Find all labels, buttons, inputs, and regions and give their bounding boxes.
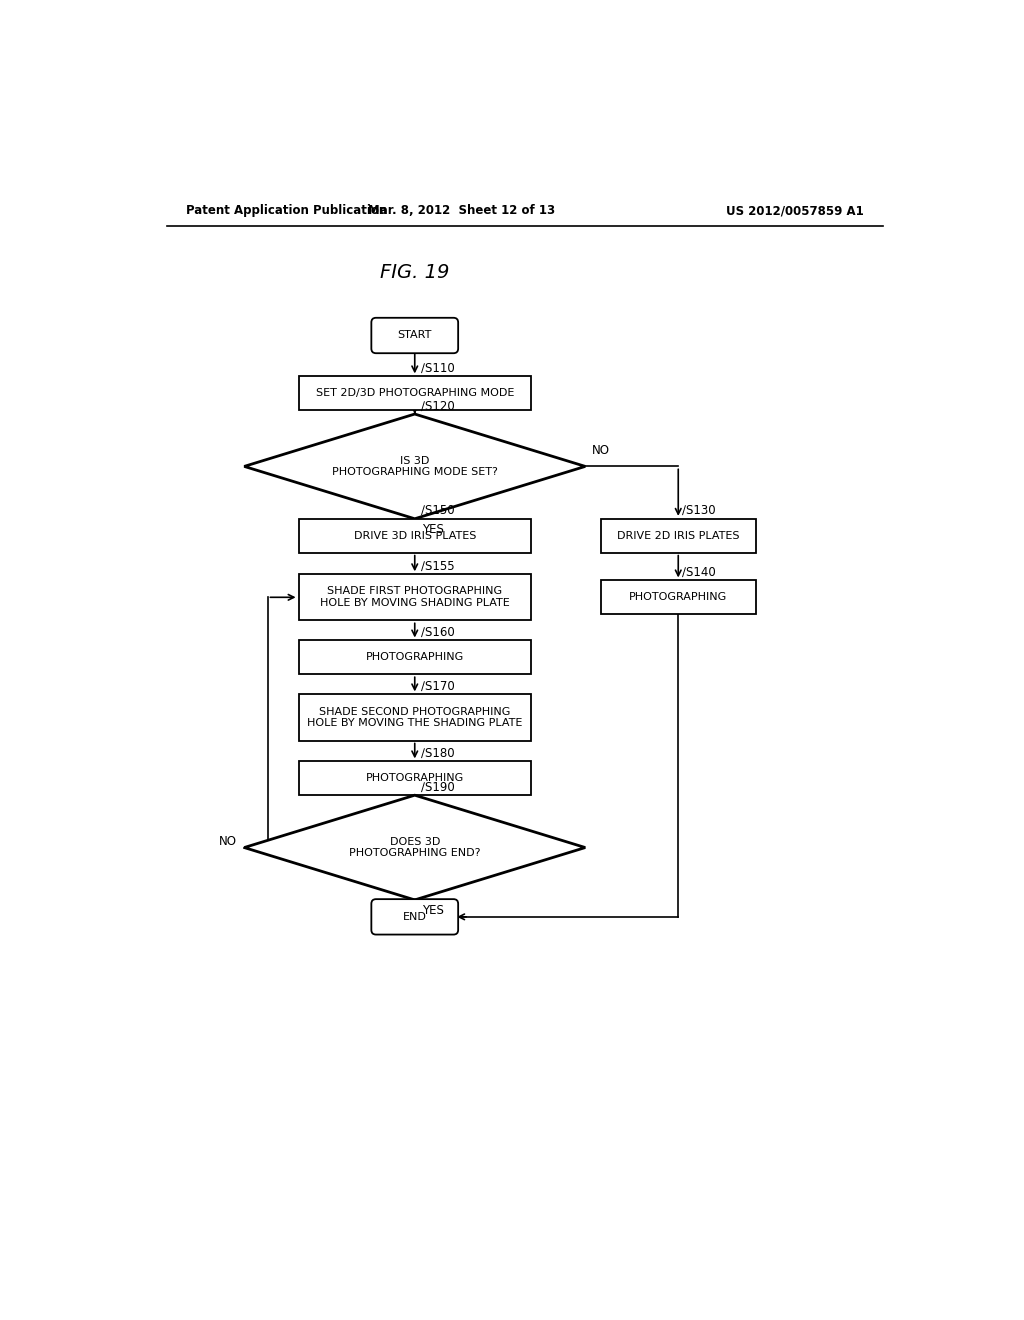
Text: DOES 3D
PHOTOGRAPHING END?: DOES 3D PHOTOGRAPHING END?	[349, 837, 480, 858]
Text: ∕S160: ∕S160	[421, 626, 455, 639]
Text: PHOTOGRAPHING: PHOTOGRAPHING	[629, 593, 727, 602]
Text: ∕S120: ∕S120	[421, 400, 455, 412]
Text: YES: YES	[423, 904, 444, 917]
FancyBboxPatch shape	[372, 899, 458, 935]
Text: SHADE SECOND PHOTOGRAPHING
HOLE BY MOVING THE SHADING PLATE: SHADE SECOND PHOTOGRAPHING HOLE BY MOVIN…	[307, 706, 522, 729]
Bar	[299, 640, 531, 675]
Text: PHOTOGRAPHING: PHOTOGRAPHING	[366, 774, 464, 783]
Polygon shape	[245, 795, 586, 900]
Text: ∕S150: ∕S150	[421, 504, 455, 517]
Bar	[299, 574, 531, 620]
Text: SET 2D/3D PHOTOGRAPHING MODE: SET 2D/3D PHOTOGRAPHING MODE	[315, 388, 514, 399]
Text: YES: YES	[423, 523, 444, 536]
Text: Patent Application Publication: Patent Application Publication	[186, 205, 387, 218]
Text: Mar. 8, 2012  Sheet 12 of 13: Mar. 8, 2012 Sheet 12 of 13	[368, 205, 555, 218]
Polygon shape	[245, 414, 586, 519]
Text: END: END	[402, 912, 427, 921]
Text: ∕S190: ∕S190	[421, 780, 455, 793]
Text: START: START	[397, 330, 432, 341]
Bar	[601, 581, 756, 614]
Bar	[299, 694, 531, 741]
Text: PHOTOGRAPHING: PHOTOGRAPHING	[366, 652, 464, 663]
Bar	[299, 762, 531, 795]
Text: US 2012/0057859 A1: US 2012/0057859 A1	[726, 205, 863, 218]
Text: ∕S170: ∕S170	[421, 680, 455, 693]
Text: ∕S180: ∕S180	[421, 747, 455, 760]
Bar	[299, 376, 531, 411]
Text: NO: NO	[592, 444, 609, 457]
Text: DRIVE 3D IRIS PLATES: DRIVE 3D IRIS PLATES	[353, 531, 476, 541]
Text: ∕S130: ∕S130	[682, 504, 716, 517]
Text: FIG. 19: FIG. 19	[380, 263, 450, 282]
FancyBboxPatch shape	[372, 318, 458, 354]
Text: ∕S155: ∕S155	[421, 560, 455, 573]
Text: ∕S140: ∕S140	[682, 566, 716, 578]
Text: DRIVE 2D IRIS PLATES: DRIVE 2D IRIS PLATES	[617, 531, 739, 541]
Bar	[299, 519, 531, 553]
Text: ∕S110: ∕S110	[421, 362, 455, 375]
Bar	[601, 519, 756, 553]
Text: NO: NO	[218, 834, 237, 847]
Text: IS 3D
PHOTOGRAPHING MODE SET?: IS 3D PHOTOGRAPHING MODE SET?	[332, 455, 498, 478]
Text: SHADE FIRST PHOTOGRAPHING
HOLE BY MOVING SHADING PLATE: SHADE FIRST PHOTOGRAPHING HOLE BY MOVING…	[319, 586, 510, 609]
